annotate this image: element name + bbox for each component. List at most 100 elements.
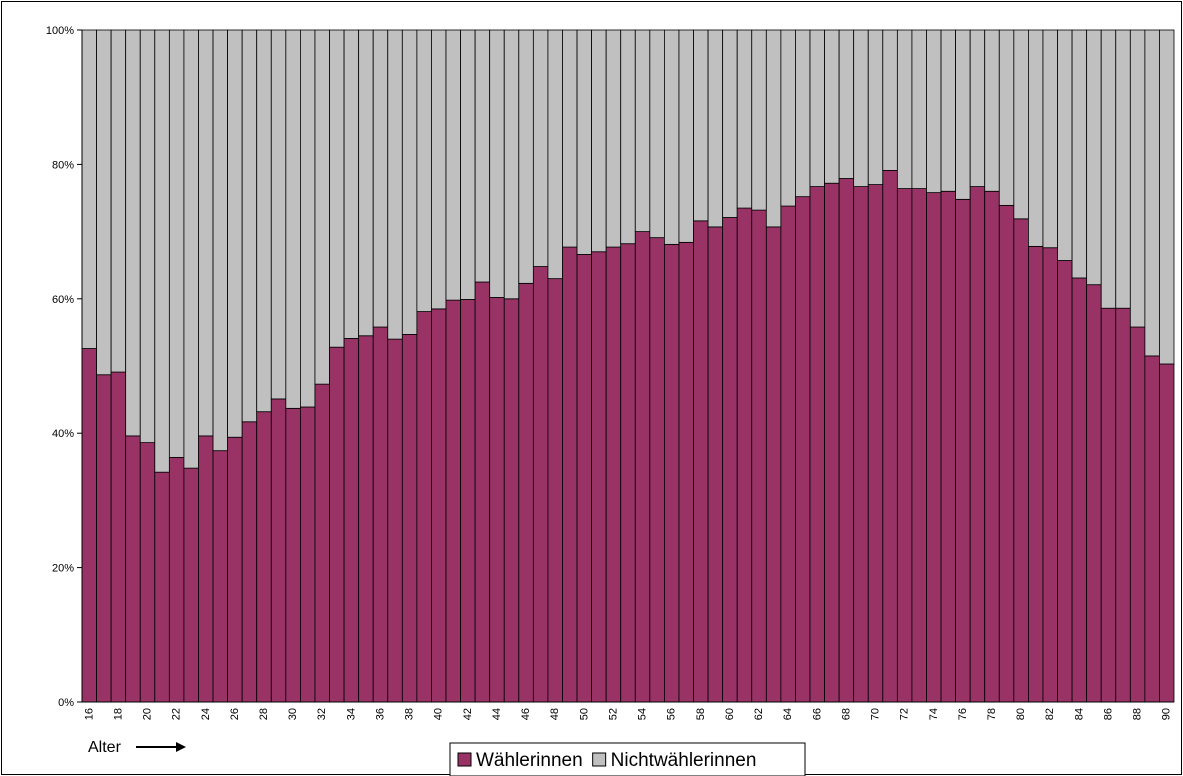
bar-waehlerinnen-20 [139, 442, 156, 703]
bar-waehlerinnen-78 [984, 190, 1000, 703]
x-tick-label-44: 44 [491, 708, 503, 720]
bar-waehlerinnen-31 [299, 406, 316, 703]
bar-nichtwaehlerinnen-34 [343, 29, 360, 339]
bar-nichtwaehlerinnen-85 [1086, 29, 1102, 286]
bar-waehlerinnen-47 [532, 266, 549, 703]
bar-nichtwaehlerinnen-41 [445, 29, 461, 301]
bar-nichtwaehlerinnen-88 [1129, 29, 1146, 328]
bar-nichtwaehlerinnen-49 [562, 29, 578, 248]
x-tick-label-50: 50 [578, 708, 590, 720]
bar-nichtwaehlerinnen-77 [969, 29, 986, 187]
x-tick-label-72: 72 [899, 708, 911, 720]
bar-waehlerinnen-65 [795, 196, 811, 703]
bar-nichtwaehlerinnen-18 [110, 29, 127, 373]
x-tick-label-74: 74 [928, 708, 940, 720]
bar-waehlerinnen-80 [1013, 218, 1029, 703]
bar-waehlerinnen-57 [678, 241, 694, 703]
x-tick-label-76: 76 [957, 708, 969, 720]
bar-waehlerinnen-18 [110, 371, 127, 703]
bar-waehlerinnen-45 [503, 298, 520, 703]
bar-waehlerinnen-60 [722, 217, 738, 703]
bar-waehlerinnen-32 [314, 383, 330, 703]
bar-waehlerinnen-64 [780, 205, 796, 703]
bar-waehlerinnen-28 [256, 411, 272, 703]
bar-waehlerinnen-37 [387, 338, 403, 703]
bar-waehlerinnen-71 [882, 170, 898, 703]
bar-waehlerinnen-86 [1100, 307, 1117, 703]
bar-nichtwaehlerinnen-75 [940, 29, 956, 192]
y-tick-label-80: 80% [52, 159, 74, 171]
bar-nichtwaehlerinnen-70 [867, 29, 884, 185]
bar-nichtwaehlerinnen-51 [591, 29, 607, 253]
bar-nichtwaehlerinnen-56 [664, 29, 680, 245]
x-tick-label-28: 28 [258, 708, 270, 720]
bar-waehlerinnen-24 [198, 435, 214, 703]
bar-waehlerinnen-53 [620, 243, 636, 703]
bar-waehlerinnen-85 [1086, 284, 1102, 703]
x-tick-label-60: 60 [724, 708, 736, 720]
bar-nichtwaehlerinnen-23 [183, 29, 199, 469]
x-axis-label-group: Alter [88, 739, 186, 756]
bar-waehlerinnen-33 [329, 346, 345, 703]
bar-nichtwaehlerinnen-86 [1100, 29, 1117, 309]
bar-waehlerinnen-90 [1159, 363, 1175, 703]
bar-nichtwaehlerinnen-37 [387, 29, 403, 340]
bar-nichtwaehlerinnen-50 [576, 29, 592, 255]
bar-waehlerinnen-50 [576, 254, 592, 703]
bar-nichtwaehlerinnen-30 [285, 29, 301, 409]
bar-waehlerinnen-48 [547, 278, 563, 703]
x-tick-label-88: 88 [1132, 708, 1144, 720]
bar-nichtwaehlerinnen-53 [620, 29, 636, 245]
bar-waehlerinnen-63 [765, 226, 782, 703]
bar-nichtwaehlerinnen-59 [707, 29, 724, 228]
bar-nichtwaehlerinnen-84 [1071, 29, 1088, 279]
bar-nichtwaehlerinnen-20 [139, 29, 156, 444]
bar-nichtwaehlerinnen-68 [838, 29, 855, 179]
x-axis-label: Alter [88, 739, 122, 756]
bar-waehlerinnen-74 [926, 192, 942, 703]
bar-nichtwaehlerinnen-80 [1013, 29, 1029, 220]
x-tick-label-18: 18 [112, 708, 124, 720]
y-tick-label-20: 20% [52, 563, 74, 575]
bar-nichtwaehlerinnen-25 [212, 29, 228, 452]
bar-waehlerinnen-41 [445, 299, 461, 703]
legend-swatch-nichtwaehlerinnen [592, 752, 607, 767]
bar-nichtwaehlerinnen-57 [678, 29, 694, 243]
bar-waehlerinnen-83 [1057, 260, 1073, 703]
bar-waehlerinnen-52 [605, 246, 622, 703]
x-tick-label-54: 54 [637, 708, 649, 720]
bar-nichtwaehlerinnen-47 [532, 29, 549, 267]
bar-waehlerinnen-36 [372, 326, 389, 703]
x-tick-label-80: 80 [1015, 708, 1027, 720]
bar-nichtwaehlerinnen-65 [795, 29, 811, 198]
x-tick-label-82: 82 [1044, 708, 1056, 720]
legend-box [449, 742, 806, 776]
bar-waehlerinnen-67 [824, 182, 840, 703]
bar-nichtwaehlerinnen-81 [1028, 29, 1044, 247]
x-tick-label-30: 30 [287, 708, 299, 720]
bar-nichtwaehlerinnen-36 [372, 29, 389, 328]
x-tick-label-78: 78 [986, 708, 998, 720]
x-axis: 16 18 20 22 24 26 28 30 32 34 36 38 40 42 44 46 48 50 52 54… [82, 701, 1174, 720]
bar-waehlerinnen-88 [1129, 326, 1146, 703]
bar-nichtwaehlerinnen-61 [736, 29, 753, 209]
bar-nichtwaehlerinnen-74 [926, 29, 942, 194]
bar-nichtwaehlerinnen-39 [416, 29, 432, 312]
bar-waehlerinnen-34 [343, 338, 360, 703]
bar-waehlerinnen-25 [212, 450, 228, 703]
bar-nichtwaehlerinnen-24 [198, 29, 214, 437]
bar-nichtwaehlerinnen-66 [809, 29, 825, 187]
y-tick-label-100: 100% [46, 25, 74, 37]
bar-nichtwaehlerinnen-26 [227, 29, 243, 438]
bar-waehlerinnen-72 [896, 188, 913, 703]
bar-waehlerinnen-21 [154, 471, 170, 703]
bar-nichtwaehlerinnen-87 [1115, 29, 1131, 309]
x-tick-label-38: 38 [404, 708, 416, 720]
x-tick-label-62: 62 [753, 708, 765, 720]
bar-waehlerinnen-38 [401, 334, 418, 703]
bar-nichtwaehlerinnen-72 [896, 29, 913, 189]
legend-label-waehlerinnen: Wählerinnen [476, 750, 583, 771]
bar-nichtwaehlerinnen-46 [518, 29, 534, 284]
x-tick-label-58: 58 [695, 708, 707, 720]
